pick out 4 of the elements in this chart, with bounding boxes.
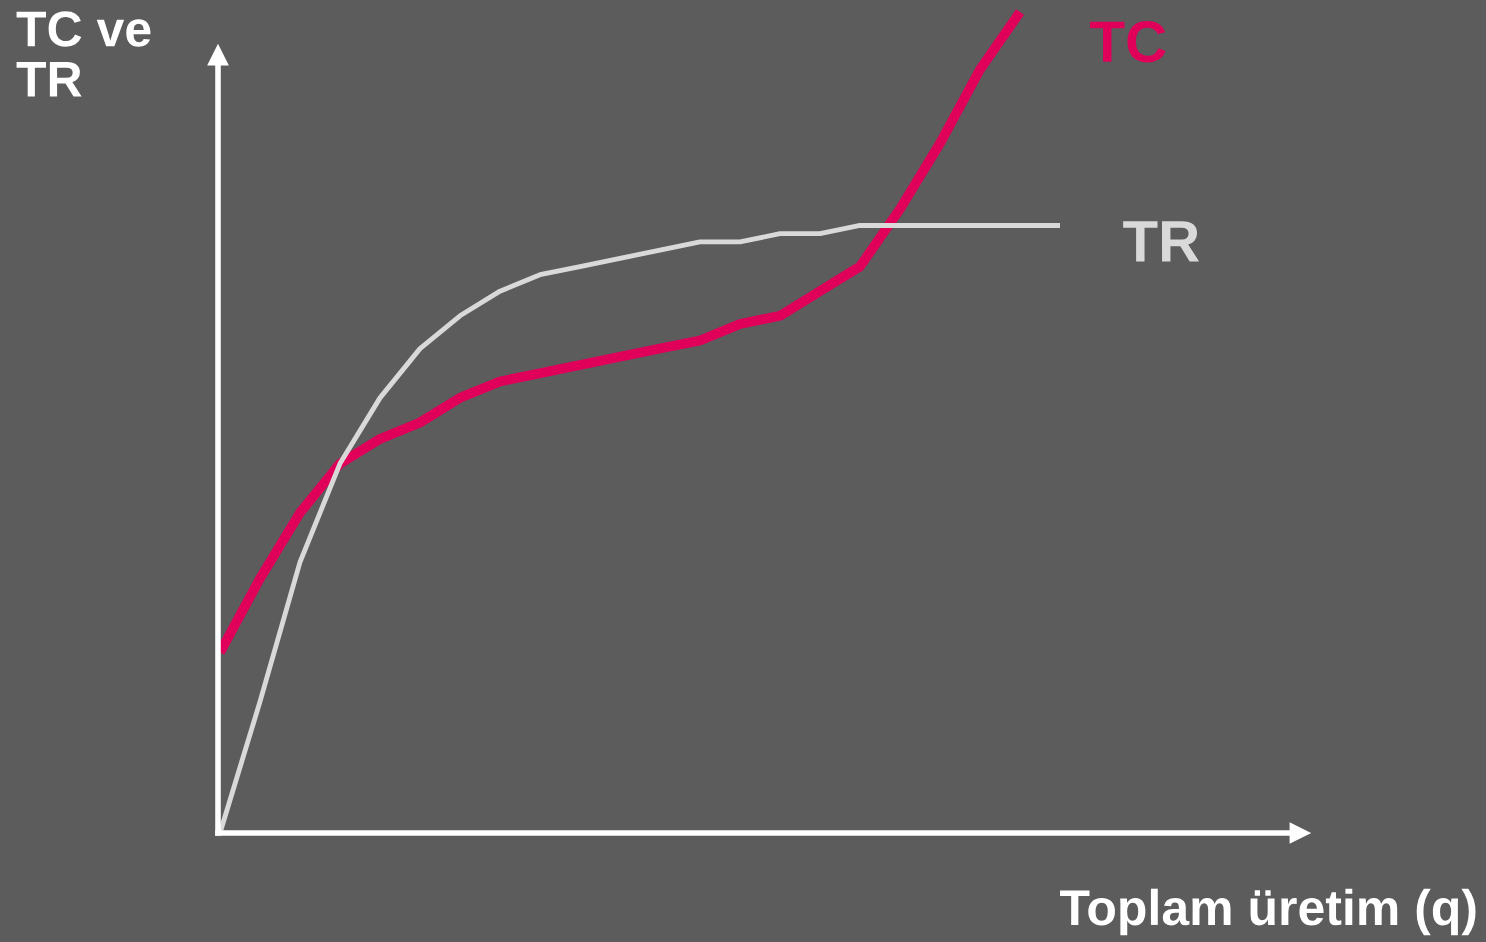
x-axis-title: Toplam üretim (q) — [1060, 888, 1476, 936]
series-label: TR — [1123, 221, 1200, 262]
series-label: TC — [1090, 21, 1166, 63]
y-axis-title: TC ve TR — [16, 11, 151, 97]
